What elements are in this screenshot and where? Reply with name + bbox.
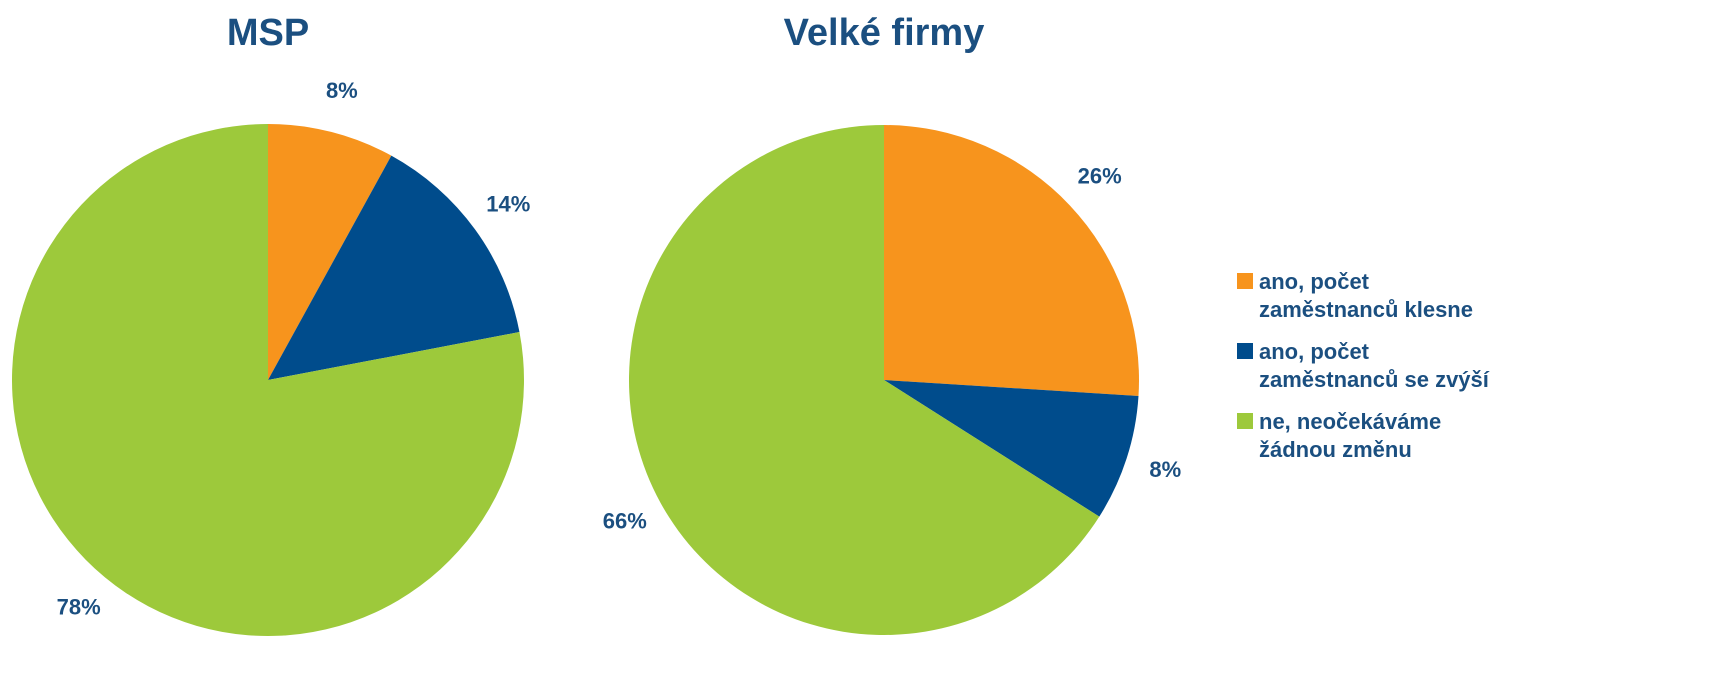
data-label: 8% [326,78,358,103]
legend-item: ano, počet zaměstnanců se zvýší [1237,338,1501,394]
legend: ano, počet zaměstnanců klesne ano, počet … [1237,268,1501,478]
legend-swatch [1237,413,1253,429]
legend-label: ano, počet zaměstnanců se zvýší [1259,339,1489,392]
pie-slice [11,124,525,636]
data-label: 78% [57,595,101,620]
legend-swatch [1237,343,1253,359]
legend-label: ne, neočekáváme žádnou změnu [1259,409,1442,462]
legend-item: ano, počet zaměstnanců klesne [1237,268,1501,324]
data-label: 66% [603,508,647,533]
pie-slice [884,125,1139,397]
chart-title: MSP [227,12,309,54]
data-label: 8% [1149,457,1181,482]
legend-item: ne, neočekáváme žádnou změnu [1237,408,1501,464]
pie-slice [268,155,520,380]
chart-title: Velké firmy [784,12,985,54]
pie-slice [884,380,1139,517]
pie-slice [629,125,1100,636]
pie-slice [268,124,392,380]
data-label: 14% [486,191,530,216]
legend-label: ano, počet zaměstnanců klesne [1259,269,1473,322]
legend-swatch [1237,273,1253,289]
data-label: 26% [1078,163,1122,188]
